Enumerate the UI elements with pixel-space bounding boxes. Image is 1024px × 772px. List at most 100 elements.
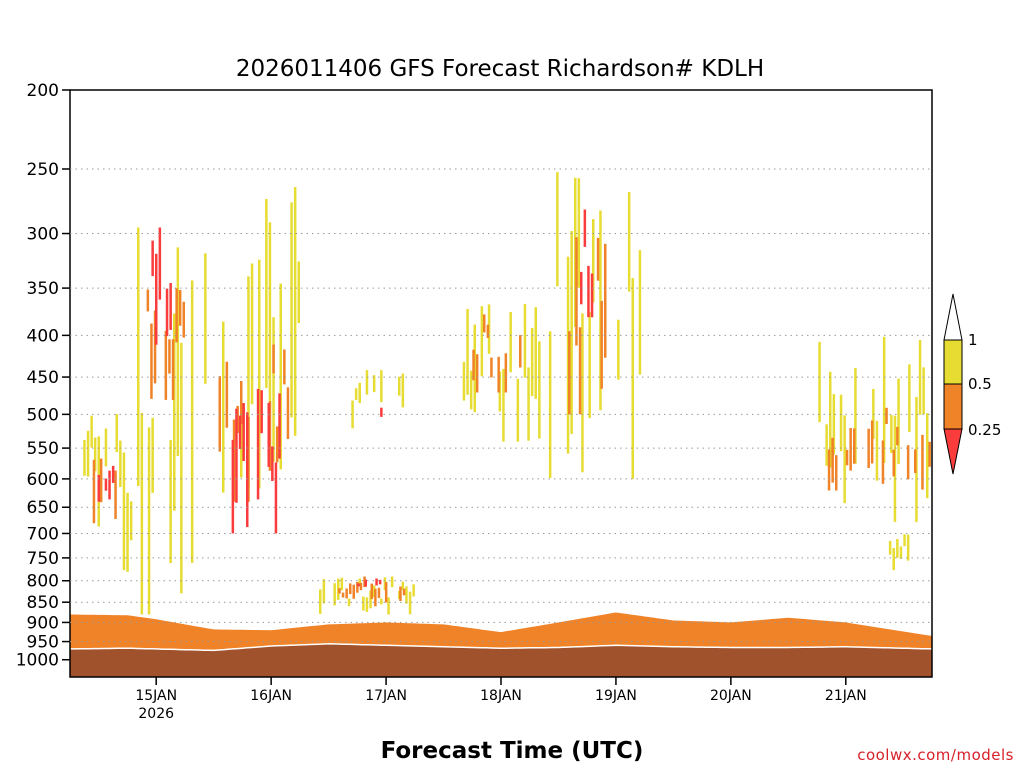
patch-cell [242, 403, 245, 461]
patch-cell [231, 439, 235, 534]
patch-cell [151, 417, 154, 493]
instability-patch-17 [568, 237, 607, 415]
patch-cell [843, 415, 846, 504]
patch-cell [297, 261, 300, 323]
y-tick-label: 550 [27, 439, 59, 459]
patch-cell [903, 534, 906, 547]
patch-cell [319, 589, 322, 614]
patch-cell [577, 178, 581, 288]
x-tick-label: 21JAN [825, 688, 867, 704]
patch-cell [93, 437, 97, 472]
patch-cell [631, 278, 634, 479]
instability-patch-11 [231, 388, 281, 534]
patch-cell [575, 237, 578, 346]
y-tick-label: 450 [27, 368, 59, 388]
patch-cell [238, 415, 242, 449]
patch-cell [527, 367, 530, 441]
patch-cell [845, 449, 849, 466]
patch-cell [293, 187, 297, 436]
patch-cell [899, 546, 903, 559]
patch-cell [180, 342, 183, 594]
patch-cell [926, 413, 929, 499]
patch-cell [274, 462, 278, 534]
patch-cell [90, 415, 93, 448]
instability-patch-12 [351, 370, 405, 429]
patch-cell [147, 427, 151, 615]
patch-cell [92, 459, 96, 524]
instability-patch-6 [137, 227, 194, 615]
patch-cell [490, 357, 493, 378]
patch-cell [357, 583, 360, 587]
patch-cell [158, 227, 162, 300]
patch-cell [369, 590, 372, 609]
x-tick-label: 15JAN [135, 688, 177, 704]
chart-title: 2026011406 GFS Forecast Richardson# KDLH [236, 56, 764, 82]
instability-patch-13 [380, 407, 383, 417]
patch-cell [370, 583, 373, 600]
colorbar-bottom-arrow [943, 428, 963, 475]
x-axis-label: Forecast Time (UTC) [381, 738, 644, 764]
patch-cell [358, 382, 361, 404]
y-tick-label: 850 [27, 593, 59, 613]
patch-cell [853, 428, 856, 464]
patch-cell [914, 449, 917, 473]
patch-cell [86, 430, 90, 477]
patch-cell [380, 598, 383, 605]
patch-cell [401, 373, 405, 408]
y-tick-label: 400 [27, 326, 59, 346]
patch-cell [247, 276, 250, 488]
patch-cell [583, 209, 587, 247]
instability-patch-9 [204, 187, 300, 493]
patch-cell [347, 598, 351, 607]
patch-cell [345, 588, 348, 599]
patch-cell [897, 378, 900, 465]
patch-cell [137, 227, 140, 486]
instability-patch-21 [888, 534, 910, 571]
y-tick-label: 200 [27, 81, 59, 101]
patch-cell [592, 219, 595, 303]
patch-cell [892, 548, 895, 571]
y-tick-label: 500 [27, 405, 59, 425]
patch-cell [283, 349, 286, 385]
patch-cell [827, 449, 831, 491]
patch-cell [580, 271, 583, 305]
patch-cell [466, 309, 469, 395]
y-tick-label: 700 [27, 524, 59, 544]
patch-cell [538, 341, 541, 439]
patch-cell [380, 407, 383, 417]
colorbar-label: 0.25 [968, 421, 1001, 439]
patch-cell [516, 378, 520, 442]
patch-cell [472, 349, 475, 381]
patch-cell [108, 470, 111, 500]
patch-cell [222, 321, 225, 493]
patch-cell [906, 534, 910, 561]
patch-cell [906, 445, 910, 480]
patch-cell [831, 437, 834, 483]
patch-cell [140, 412, 144, 615]
patch-cell [126, 492, 129, 572]
plot-area [70, 172, 933, 677]
patch-cell [885, 407, 888, 424]
patch-cell [122, 452, 126, 571]
patch-cell [604, 243, 607, 358]
patch-cell [176, 247, 180, 456]
patch-cell [362, 596, 365, 611]
patch-cell [590, 273, 594, 318]
x-tick-label: 20JAN [710, 688, 752, 704]
patch-cell [509, 311, 512, 373]
x-axis: 15JAN 2026 16JAN 17JAN 18JAN 19JAN 20JAN 21JAN [135, 677, 867, 722]
colorbar-label: 1 [968, 331, 978, 349]
patch-cell [888, 540, 892, 555]
patch-cell [165, 288, 169, 337]
patch-cell [272, 317, 275, 462]
patch-cell [375, 578, 378, 586]
patch-cell [260, 390, 263, 434]
ground-fill [70, 643, 932, 677]
patch-cell [250, 263, 254, 405]
patch-cell [825, 424, 828, 466]
patch-cell [169, 283, 172, 330]
patch-cell [627, 192, 631, 292]
patch-cell [390, 576, 394, 588]
patch-cell [849, 428, 852, 471]
